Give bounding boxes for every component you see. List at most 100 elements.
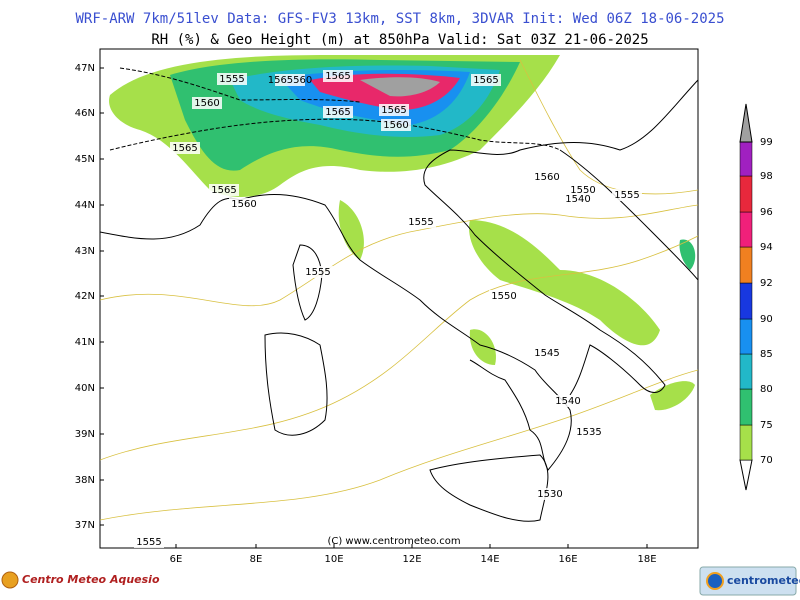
contour-label-bg bbox=[170, 142, 200, 154]
contour-line bbox=[100, 204, 698, 307]
contour-label: 1545 bbox=[534, 348, 559, 359]
rh-70-area-ionian bbox=[650, 381, 695, 411]
contour-label: 1565 bbox=[473, 75, 498, 86]
country-border bbox=[109, 118, 561, 151]
logo-left-text: Centro Meteo Aquesio bbox=[22, 573, 160, 586]
contour-label-bg bbox=[381, 119, 411, 131]
contour-label-bg bbox=[379, 104, 409, 116]
header-line-1: WRF-ARW 7km/51lev Data: GFS-FV3 13km, SS… bbox=[75, 11, 724, 27]
contour-label-bg bbox=[535, 488, 565, 500]
contour-label-bg bbox=[612, 189, 642, 201]
longitude-label: 18E bbox=[637, 554, 656, 565]
latitude-label: 38N bbox=[75, 475, 95, 486]
colorbar-label: 90 bbox=[760, 314, 773, 325]
contour-line bbox=[100, 235, 698, 461]
contour-label: 1565 bbox=[325, 107, 350, 118]
longitude-label: 16E bbox=[558, 554, 577, 565]
rh-70-area-tuscany bbox=[338, 200, 364, 260]
contour-label: 1555 bbox=[136, 537, 161, 548]
rh-99-area bbox=[360, 77, 440, 97]
contour-label: 1565560 bbox=[268, 75, 313, 86]
contour-label-bg bbox=[574, 426, 604, 438]
logo-box bbox=[699, 566, 797, 596]
contour-label-bg bbox=[323, 70, 353, 82]
colorbar-segment bbox=[739, 424, 753, 461]
header-line-2: RH (%) & Geo Height (m) at 850hPa Valid:… bbox=[151, 32, 648, 48]
latitude-label: 45N bbox=[75, 154, 95, 165]
contour-label-bg bbox=[563, 193, 593, 205]
colorbar-segment bbox=[739, 318, 753, 355]
longitude-label: 8E bbox=[250, 554, 263, 565]
logo-icon bbox=[706, 572, 724, 590]
contour-label-bg bbox=[471, 74, 501, 86]
latitude-label: 47N bbox=[75, 63, 95, 74]
logo-right: centrometeo bbox=[699, 566, 800, 596]
colorbar: 70 75 80 85 90 92 94 96 98 99 bbox=[739, 103, 773, 491]
contour-label: 1550 bbox=[491, 291, 516, 302]
latitude-labels: 47N 46N 45N 44N 43N 42N 41N 40N 39N 38N 37N bbox=[75, 63, 104, 531]
contour-line bbox=[519, 59, 698, 195]
colorbar-label: 99 bbox=[760, 137, 773, 148]
contour-label: 1565 bbox=[172, 143, 197, 154]
contour-label: 1540 bbox=[555, 396, 580, 407]
colorbar-label: 80 bbox=[760, 384, 773, 395]
contour-label: 1555 bbox=[408, 217, 433, 228]
colorbar-segment bbox=[739, 282, 753, 320]
contour-label-bg bbox=[209, 184, 239, 196]
colorbar-label: 98 bbox=[760, 171, 773, 182]
logo-right-text: centrometeo bbox=[727, 574, 800, 587]
contour-label-bg bbox=[134, 536, 164, 548]
latitude-label: 43N bbox=[75, 246, 95, 257]
coastline-sicily bbox=[429, 454, 549, 522]
latitude-label: 39N bbox=[75, 429, 95, 440]
contour-label: 1565 bbox=[325, 71, 350, 82]
colorbar-segment bbox=[739, 211, 753, 248]
colorbar-label: 70 bbox=[760, 455, 773, 466]
latitude-label: 46N bbox=[75, 108, 95, 119]
contour-label: 1555 bbox=[614, 190, 639, 201]
rh-70-area-south bbox=[469, 329, 496, 365]
contour-label: 1565 bbox=[211, 185, 236, 196]
latitude-label: 41N bbox=[75, 337, 95, 348]
contour-label-bg bbox=[323, 106, 353, 118]
colorbar-label: 94 bbox=[760, 242, 773, 253]
contour-label: 1550 bbox=[570, 185, 595, 196]
contour-label: 1555 bbox=[219, 74, 244, 85]
coastline-corsica bbox=[292, 244, 323, 321]
latitude-label: 42N bbox=[75, 291, 95, 302]
country-border bbox=[119, 67, 361, 103]
contour-label: 1565 bbox=[381, 105, 406, 116]
longitude-labels: 6E 8E 10E 12E 14E 16E 18E bbox=[170, 544, 657, 565]
rh-75-area-east bbox=[679, 239, 696, 270]
coastline-sardinia bbox=[264, 332, 328, 436]
copyright: (C) www.centrometeo.com bbox=[327, 536, 460, 547]
rh-70-area-adriatic bbox=[469, 220, 660, 346]
map-area bbox=[99, 48, 699, 549]
contour-label-bg bbox=[192, 97, 222, 109]
colorbar-top-arrow bbox=[739, 103, 753, 143]
longitude-label: 12E bbox=[402, 554, 421, 565]
contour-label-bg bbox=[217, 73, 247, 85]
colorbar-segment bbox=[739, 175, 753, 213]
latitude-label: 37N bbox=[75, 520, 95, 531]
colorbar-label: 85 bbox=[760, 349, 773, 360]
contour-label: 1560 bbox=[534, 172, 559, 183]
latitude-label: 40N bbox=[75, 383, 95, 394]
contour-label: 1560 bbox=[231, 199, 256, 210]
latitude-label: 44N bbox=[75, 200, 95, 211]
colorbar-label: 75 bbox=[760, 420, 773, 431]
colorbar-segment bbox=[739, 388, 753, 426]
coastline bbox=[559, 149, 698, 281]
contour-label-bg bbox=[303, 266, 333, 278]
contour-label: 1540 bbox=[565, 194, 590, 205]
longitude-label: 10E bbox=[324, 554, 343, 565]
colorbar-label: 96 bbox=[760, 207, 773, 218]
longitude-label: 14E bbox=[480, 554, 499, 565]
contour-label-bg bbox=[489, 290, 519, 302]
colorbar-bottom-arrow bbox=[739, 459, 753, 491]
coastline bbox=[423, 79, 698, 396]
contour-label: 1560 bbox=[383, 120, 408, 131]
longitude-label: 6E bbox=[170, 554, 183, 565]
contour-label: 1530 bbox=[537, 489, 562, 500]
